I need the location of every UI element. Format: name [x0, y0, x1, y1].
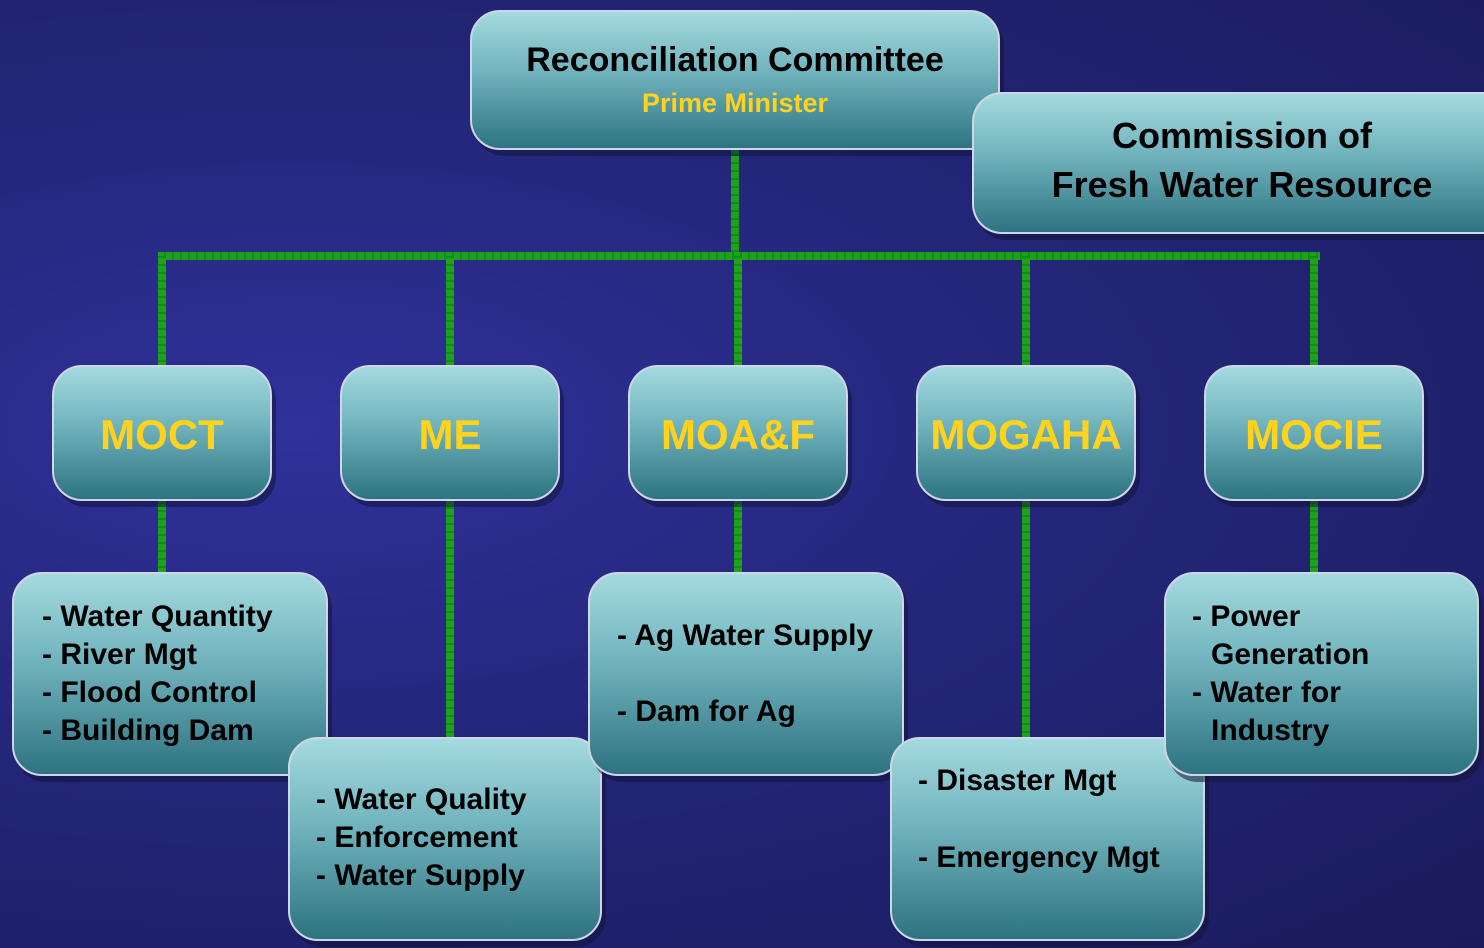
- detail-item: - River Mgt: [42, 638, 198, 671]
- top-subtitle: Prime Minister: [641, 88, 829, 118]
- connector: [1022, 500, 1030, 739]
- connector: [158, 500, 166, 574]
- detail-item: Generation: [1211, 638, 1370, 671]
- detail-item: - Water Quantity: [42, 600, 273, 633]
- detail-item: - Power: [1192, 600, 1301, 633]
- commission-text: Commission of: [1111, 115, 1372, 156]
- ministry-name: MOCIE: [1245, 411, 1383, 458]
- ministry-name: MOGAHA: [930, 411, 1122, 458]
- ministry-name: MOCT: [100, 411, 224, 458]
- detail-box: [588, 572, 904, 776]
- detail-box: [1164, 572, 1479, 776]
- connector: [734, 500, 742, 574]
- detail-item: - Building Dam: [42, 714, 254, 747]
- connector: [1310, 256, 1318, 368]
- top-title: Reconciliation Committee: [526, 41, 944, 79]
- ministry-box: [340, 365, 560, 501]
- detail-item: - Water Supply: [316, 859, 525, 892]
- connector: [1022, 256, 1030, 368]
- commission-box: [972, 92, 1484, 234]
- connector: [731, 148, 739, 258]
- connector: [158, 256, 166, 368]
- detail-item: - Enforcement: [316, 821, 518, 854]
- connector: [1310, 500, 1318, 574]
- detail-item: - Water Quality: [316, 783, 527, 816]
- detail-box: [12, 572, 328, 776]
- ministry-box: [52, 365, 272, 501]
- connector: [446, 256, 454, 368]
- detail-item: - Dam for Ag: [617, 695, 796, 728]
- connector: [446, 500, 454, 739]
- top-box: [470, 10, 1000, 150]
- detail-box: [288, 737, 602, 941]
- detail-box: [890, 737, 1205, 941]
- ministry-name: MOA&F: [661, 411, 815, 458]
- ministry-box: [916, 365, 1136, 501]
- connector: [734, 256, 742, 368]
- ministry-box: [1204, 365, 1424, 501]
- detail-item: - Emergency Mgt: [918, 841, 1160, 874]
- detail-item: - Water for: [1192, 676, 1341, 709]
- ministry-name: ME: [418, 411, 482, 458]
- detail-item: - Disaster Mgt: [918, 764, 1117, 797]
- detail-item: - Ag Water Supply: [617, 619, 874, 652]
- detail-item: Industry: [1211, 714, 1330, 747]
- commission-text: Fresh Water Resource: [1051, 164, 1433, 205]
- ministry-box: [628, 365, 848, 501]
- detail-item: - Flood Control: [42, 676, 257, 709]
